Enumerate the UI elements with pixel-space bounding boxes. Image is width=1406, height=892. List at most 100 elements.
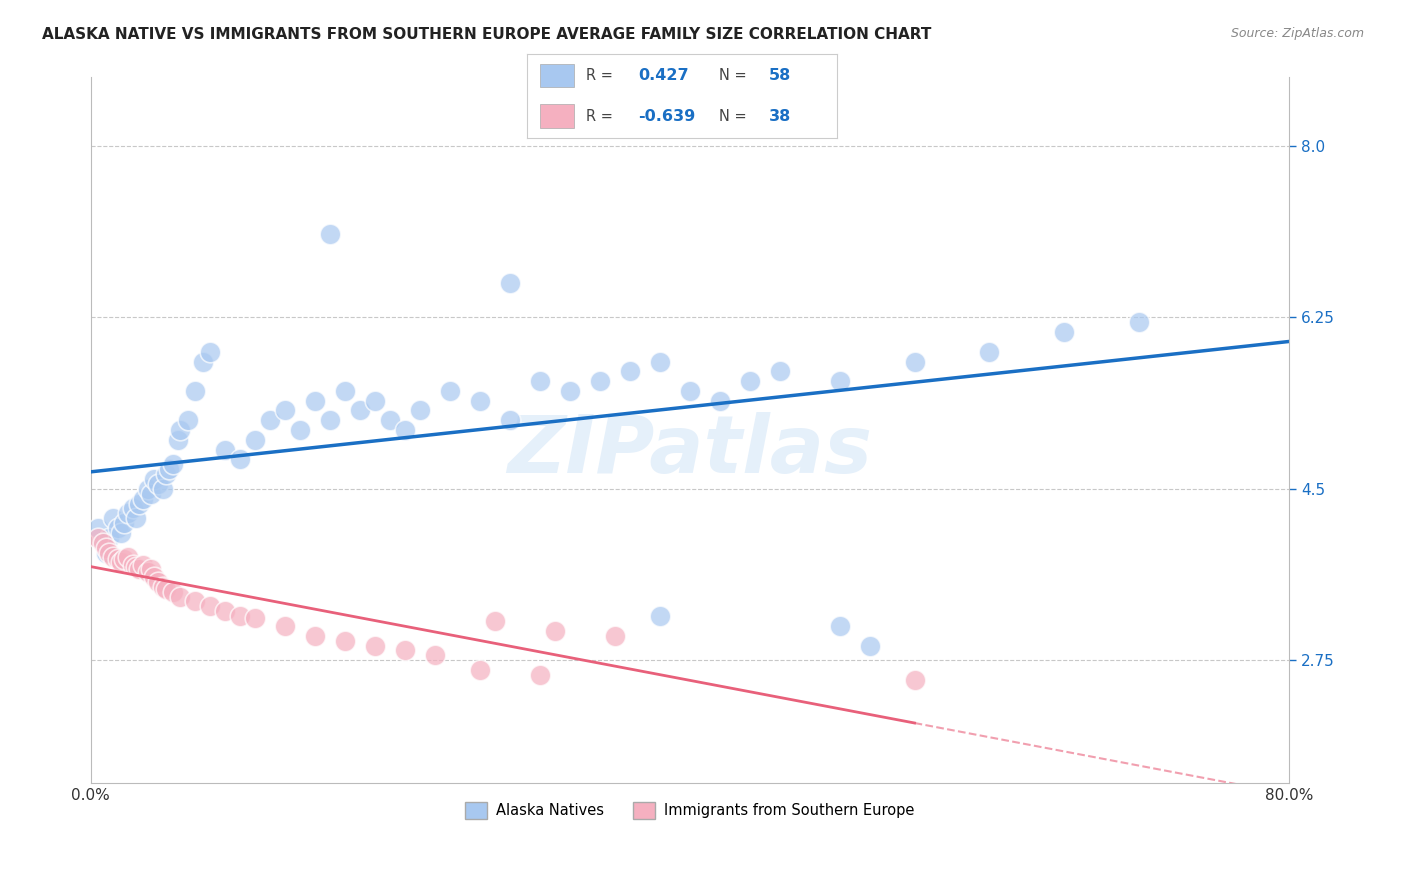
Point <box>87 531 110 545</box>
Point <box>769 364 792 378</box>
Text: Source: ZipAtlas.com: Source: ZipAtlas.com <box>1230 27 1364 40</box>
Point <box>648 609 671 624</box>
Point <box>394 643 416 657</box>
Point <box>162 584 184 599</box>
Point <box>409 403 432 417</box>
Point <box>589 374 612 388</box>
Point <box>101 550 124 565</box>
Point <box>349 403 371 417</box>
Point <box>619 364 641 378</box>
Point <box>648 354 671 368</box>
Text: -0.639: -0.639 <box>638 109 696 124</box>
Text: 38: 38 <box>769 109 790 124</box>
Point <box>107 552 129 566</box>
Text: R =: R = <box>586 68 613 83</box>
Point <box>529 374 551 388</box>
Point <box>903 354 925 368</box>
Point <box>191 354 214 368</box>
Point <box>603 629 626 643</box>
Point <box>229 609 252 624</box>
Text: 58: 58 <box>769 68 790 83</box>
Point <box>335 633 357 648</box>
Point <box>136 482 159 496</box>
Point <box>364 393 387 408</box>
Point <box>335 384 357 398</box>
Point <box>229 452 252 467</box>
Point <box>136 565 159 579</box>
Point <box>101 511 124 525</box>
Point <box>94 541 117 555</box>
Point <box>200 344 222 359</box>
Point <box>558 384 581 398</box>
Point <box>425 648 447 663</box>
Point <box>1053 325 1076 339</box>
Point <box>214 604 236 618</box>
Point <box>152 580 174 594</box>
Point <box>319 413 342 427</box>
Point <box>91 535 114 549</box>
Point <box>162 458 184 472</box>
Point <box>146 574 169 589</box>
Point <box>139 562 162 576</box>
Point <box>304 393 326 408</box>
Point <box>903 673 925 687</box>
Point <box>117 550 139 565</box>
Point <box>859 639 882 653</box>
Point <box>828 374 851 388</box>
Text: R =: R = <box>586 109 613 124</box>
Point <box>184 594 207 608</box>
Point <box>87 521 110 535</box>
Point <box>169 590 191 604</box>
Point <box>979 344 1001 359</box>
Legend: Alaska Natives, Immigrants from Southern Europe: Alaska Natives, Immigrants from Southern… <box>460 797 920 825</box>
Text: N =: N = <box>718 109 747 124</box>
Point <box>319 227 342 242</box>
Point <box>828 619 851 633</box>
Point <box>124 511 146 525</box>
Point <box>139 487 162 501</box>
Point <box>155 467 177 482</box>
Point <box>484 614 506 628</box>
Point <box>110 525 132 540</box>
Point <box>499 276 522 290</box>
Point <box>529 668 551 682</box>
Text: ZIPatlas: ZIPatlas <box>508 412 872 491</box>
Point <box>132 558 155 573</box>
Point <box>91 535 114 549</box>
Point <box>177 413 200 427</box>
Text: 0.427: 0.427 <box>638 68 689 83</box>
Point <box>128 496 150 510</box>
Point <box>121 501 143 516</box>
Point <box>245 433 267 447</box>
Point <box>94 545 117 559</box>
Point <box>124 560 146 574</box>
Point <box>274 403 297 417</box>
Text: N =: N = <box>718 68 747 83</box>
Point <box>128 562 150 576</box>
Point <box>259 413 281 427</box>
FancyBboxPatch shape <box>540 63 574 87</box>
Point <box>544 624 567 638</box>
FancyBboxPatch shape <box>540 104 574 128</box>
Point <box>146 477 169 491</box>
Point <box>245 611 267 625</box>
Point <box>709 393 731 408</box>
Point <box>394 423 416 437</box>
Point <box>117 506 139 520</box>
Point <box>274 619 297 633</box>
Point <box>97 545 120 559</box>
Point <box>142 570 165 584</box>
Point <box>110 555 132 569</box>
Point <box>152 482 174 496</box>
Point <box>155 582 177 596</box>
Point <box>132 491 155 506</box>
Point <box>499 413 522 427</box>
Point <box>200 599 222 614</box>
Point <box>738 374 761 388</box>
Point <box>107 521 129 535</box>
Point <box>121 558 143 573</box>
Point <box>439 384 461 398</box>
Point <box>169 423 191 437</box>
Text: ALASKA NATIVE VS IMMIGRANTS FROM SOUTHERN EUROPE AVERAGE FAMILY SIZE CORRELATION: ALASKA NATIVE VS IMMIGRANTS FROM SOUTHER… <box>42 27 932 42</box>
Point <box>380 413 402 427</box>
